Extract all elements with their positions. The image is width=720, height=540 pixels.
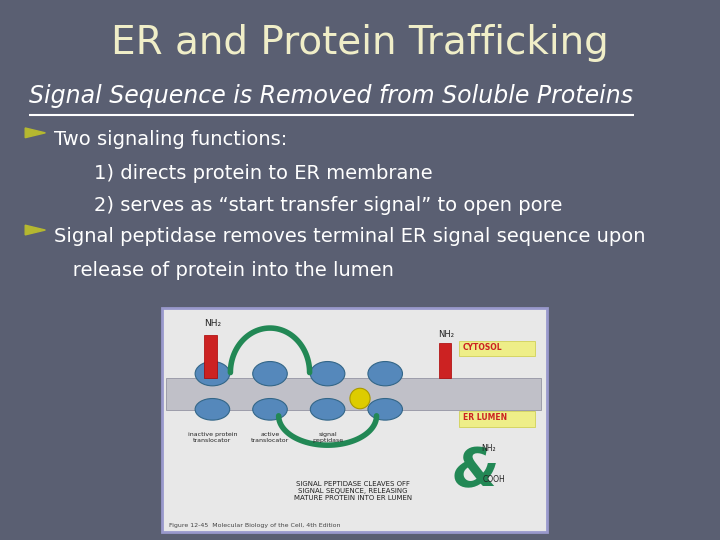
Ellipse shape xyxy=(253,399,287,420)
FancyBboxPatch shape xyxy=(162,308,547,532)
Ellipse shape xyxy=(195,362,230,386)
Text: Signal Sequence is Removed from Soluble Proteins: Signal Sequence is Removed from Soluble … xyxy=(29,84,633,107)
Ellipse shape xyxy=(253,362,287,386)
Text: NH₂: NH₂ xyxy=(481,444,495,453)
Text: SIGNAL PEPTIDASE CLEAVES OFF
SIGNAL SEQUENCE, RELEASING
MATURE PROTEIN INTO ER L: SIGNAL PEPTIDASE CLEAVES OFF SIGNAL SEQU… xyxy=(294,481,412,501)
Text: ER and Protein Trafficking: ER and Protein Trafficking xyxy=(111,24,609,62)
Text: Signal peptidase removes terminal ER signal sequence upon: Signal peptidase removes terminal ER sig… xyxy=(54,227,646,246)
Text: 2) serves as “start transfer signal” to open pore: 2) serves as “start transfer signal” to … xyxy=(94,196,562,215)
Text: active
translocator: active translocator xyxy=(251,432,289,443)
FancyBboxPatch shape xyxy=(204,335,217,378)
Polygon shape xyxy=(25,225,45,235)
Ellipse shape xyxy=(368,399,402,420)
Ellipse shape xyxy=(368,362,402,386)
Ellipse shape xyxy=(310,362,345,386)
Text: NH₂: NH₂ xyxy=(204,319,222,328)
Ellipse shape xyxy=(195,399,230,420)
Text: 1) directs protein to ER membrane: 1) directs protein to ER membrane xyxy=(94,164,432,183)
Text: COOH: COOH xyxy=(482,475,505,484)
Text: CYTOSOL: CYTOSOL xyxy=(463,343,503,352)
Polygon shape xyxy=(25,128,45,138)
FancyBboxPatch shape xyxy=(459,341,535,356)
Ellipse shape xyxy=(350,388,370,409)
FancyBboxPatch shape xyxy=(166,378,541,410)
Text: &: & xyxy=(452,446,498,497)
Text: Figure 12-45  Molecular Biology of the Cell, 4th Edition: Figure 12-45 Molecular Biology of the Ce… xyxy=(169,523,341,528)
Text: NH₂: NH₂ xyxy=(438,329,454,339)
FancyBboxPatch shape xyxy=(439,343,451,378)
Text: inactive protein
translocator: inactive protein translocator xyxy=(188,432,237,443)
FancyBboxPatch shape xyxy=(459,411,535,427)
Text: ER LUMEN: ER LUMEN xyxy=(463,414,507,422)
Text: release of protein into the lumen: release of protein into the lumen xyxy=(54,261,394,280)
Ellipse shape xyxy=(310,399,345,420)
Text: Two signaling functions:: Two signaling functions: xyxy=(54,130,287,149)
Text: signal
peptidase: signal peptidase xyxy=(312,432,343,443)
